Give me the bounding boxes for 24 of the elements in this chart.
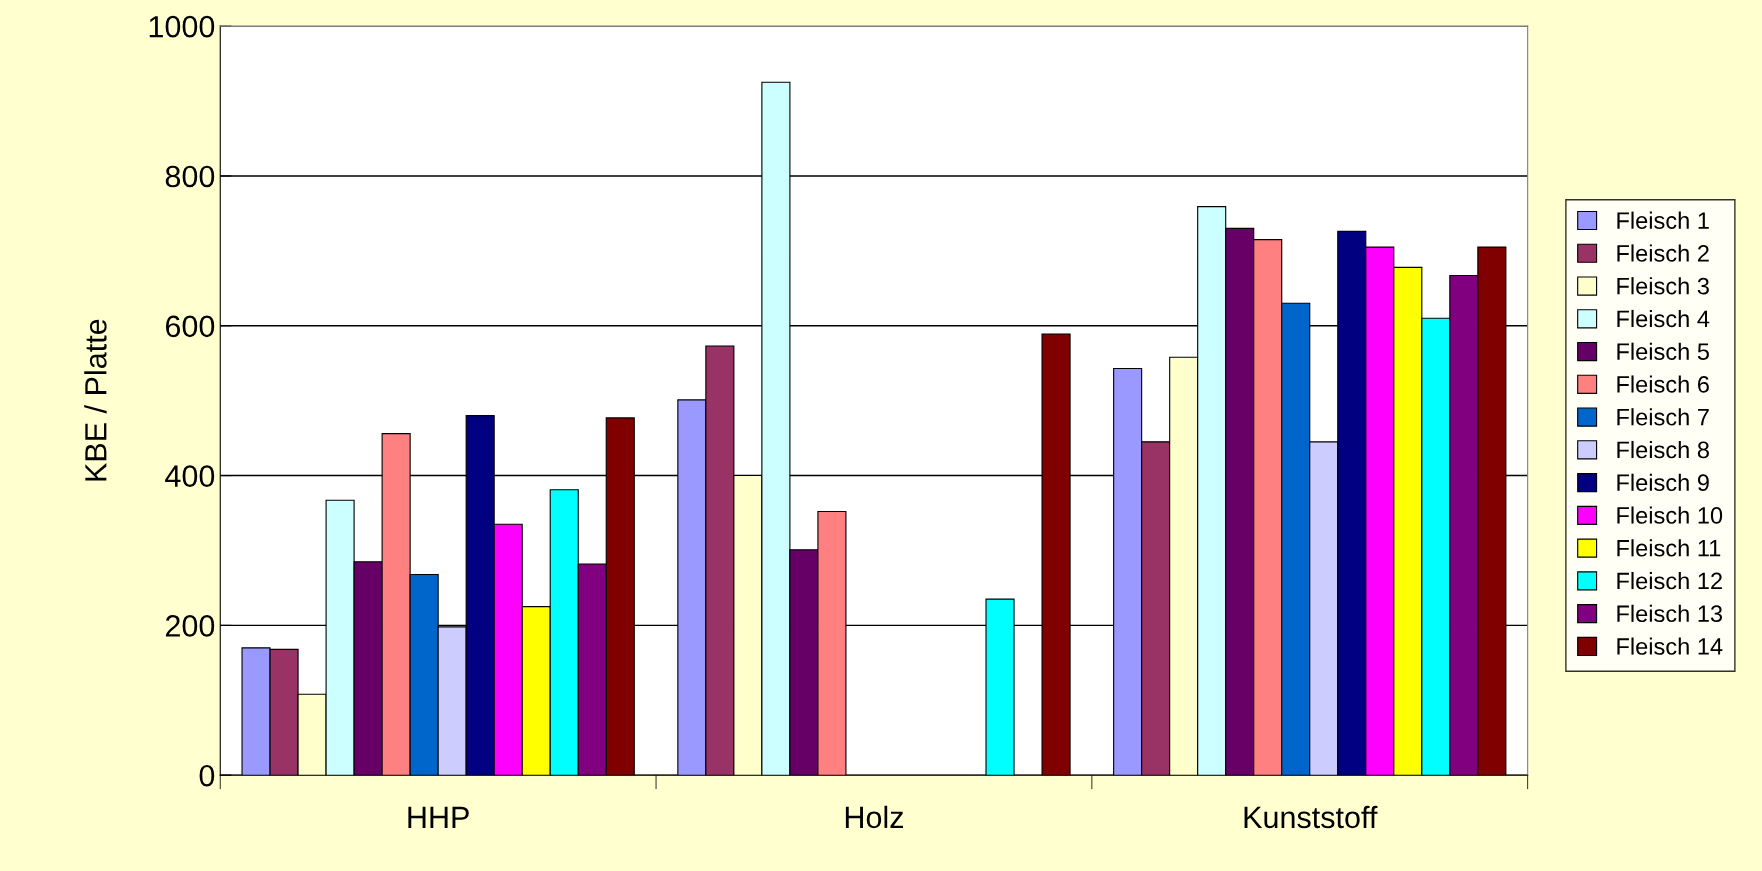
- y-axis-title: KBE / Platte: [84, 319, 107, 481]
- legend-label: Fleisch 10: [1617, 506, 1723, 524]
- legend-label: Fleisch 13: [1617, 604, 1723, 623]
- y-tick-label: 800: [165, 165, 215, 188]
- legend-label: Fleisch 5: [1617, 342, 1709, 360]
- x-tick-label: Kunststoff: [1244, 805, 1378, 829]
- legend-label: Fleisch 3: [1617, 277, 1709, 295]
- legend-label: Fleisch 4: [1617, 309, 1710, 328]
- x-tick-label: HHP: [408, 806, 469, 828]
- y-tick-label: 1000: [149, 15, 215, 38]
- legend-label: Fleisch 7: [1617, 408, 1709, 426]
- legend-label: Fleisch 6: [1617, 375, 1709, 393]
- legend-label: Fleisch 9: [1617, 473, 1709, 492]
- y-tick-label: 0: [199, 764, 215, 787]
- legend-label: Fleisch 8: [1617, 440, 1709, 459]
- y-tick-label: 400: [165, 465, 215, 487]
- x-tick-label: Holz: [845, 805, 903, 829]
- legend-label: Fleisch 2: [1617, 244, 1709, 262]
- legend-label: Fleisch 12: [1617, 571, 1722, 590]
- legend-label: Fleisch 11: [1617, 539, 1721, 557]
- y-tick-label: 600: [165, 315, 215, 338]
- y-tick-label: 200: [165, 615, 215, 637]
- legend-label: Fleisch 1: [1617, 211, 1709, 229]
- legend-label: Fleisch 14: [1617, 637, 1723, 655]
